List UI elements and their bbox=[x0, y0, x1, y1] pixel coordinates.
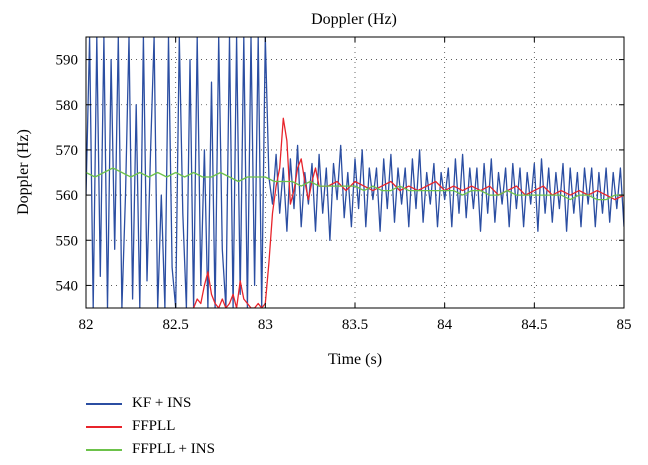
axis-ticks: 82 82.5 83 83.5 84 84.5 85 540 550 560 570 580 590 bbox=[56, 37, 632, 333]
series-line-ffpll bbox=[192, 117, 624, 308]
y-tick-label: 550 bbox=[56, 233, 79, 249]
legend-label-kf-ins: KF + INS bbox=[132, 395, 192, 411]
y-axis-label: Doppler (Hz) bbox=[15, 129, 32, 215]
legend-item-ffpll-ins: FFPLL + INS bbox=[86, 438, 215, 461]
x-axis-label: Time (s) bbox=[328, 351, 382, 368]
legend-item-kf-ins: KF + INS bbox=[86, 392, 215, 415]
x-tick-label: 82.5 bbox=[163, 317, 189, 333]
x-tick-label: 82 bbox=[79, 317, 94, 333]
legend-label-ffpll-ins: FFPLL + INS bbox=[132, 441, 215, 457]
legend-swatch-kf-ins bbox=[86, 402, 122, 405]
legend-item-ffpll: FFPLL bbox=[86, 415, 215, 438]
doppler-chart: Doppler (Hz) 82 82.5 83 83.5 84 84.5 85 540 550 5… bbox=[15, 11, 632, 368]
y-tick-label: 580 bbox=[56, 98, 79, 114]
chart-title: Doppler (Hz) bbox=[311, 11, 397, 28]
chart-legend: KF + INS FFPLL FFPLL + INS bbox=[86, 392, 215, 461]
series-group bbox=[86, 37, 624, 308]
x-tick-label: 85 bbox=[617, 317, 632, 333]
y-tick-label: 590 bbox=[56, 53, 79, 69]
legend-swatch-ffpll bbox=[86, 425, 122, 428]
legend-label-ffpll: FFPLL bbox=[132, 418, 176, 434]
legend-swatch-ffpll-ins bbox=[86, 448, 122, 451]
x-tick-label: 83.5 bbox=[342, 317, 368, 333]
y-tick-label: 540 bbox=[56, 278, 79, 294]
series-line-ffpll-ins bbox=[86, 167, 624, 201]
y-tick-label: 560 bbox=[56, 188, 79, 204]
y-tick-label: 570 bbox=[56, 143, 79, 159]
series-line-kf-ins bbox=[86, 37, 624, 308]
x-tick-label: 83 bbox=[258, 317, 273, 333]
x-tick-label: 84 bbox=[437, 317, 453, 333]
x-tick-label: 84.5 bbox=[521, 317, 547, 333]
